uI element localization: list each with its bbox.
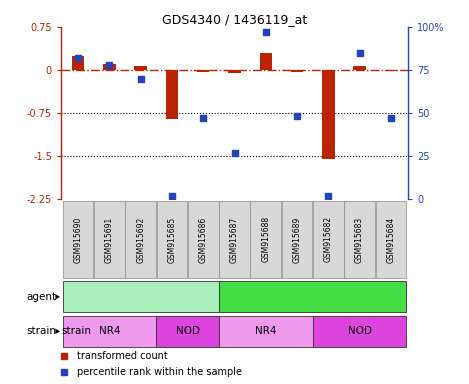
Bar (353, 66, 366, 70)
Bar (250, 201, 281, 278)
Point (293, 113, 301, 119)
Point (199, 115, 207, 121)
Bar (188, 201, 219, 278)
Bar (344, 201, 375, 278)
Title: GDS4340 / 1436119_at: GDS4340 / 1436119_at (162, 13, 307, 26)
Bar (135, 66, 147, 70)
Text: GSM915691: GSM915691 (105, 216, 114, 263)
Text: GSM915684: GSM915684 (386, 216, 395, 263)
Point (356, 50, 363, 56)
Point (262, 29, 270, 35)
Bar (385, 70, 397, 71)
Text: GSM915686: GSM915686 (199, 216, 208, 263)
Bar (219, 281, 407, 312)
Bar (157, 201, 187, 278)
Bar (197, 70, 210, 72)
Text: strain: strain (26, 326, 56, 336)
Text: GSM915689: GSM915689 (293, 216, 302, 263)
Bar (72, 56, 84, 70)
Bar (166, 70, 178, 119)
Bar (228, 70, 241, 73)
Bar (125, 201, 156, 278)
Bar (63, 201, 93, 278)
Text: GSM915692: GSM915692 (136, 216, 145, 263)
Text: GSM915688: GSM915688 (261, 216, 270, 263)
Text: GSM915685: GSM915685 (167, 216, 176, 263)
Text: NR4: NR4 (98, 326, 120, 336)
Bar (219, 316, 313, 347)
Bar (156, 316, 219, 347)
Bar (376, 201, 406, 278)
Bar (322, 70, 334, 159)
Point (168, 193, 176, 199)
Text: GSM915690: GSM915690 (74, 216, 83, 263)
Text: GSM915683: GSM915683 (355, 216, 364, 263)
Bar (291, 70, 303, 72)
Bar (259, 53, 272, 70)
Bar (62, 316, 156, 347)
Bar (282, 201, 312, 278)
Text: strain: strain (61, 326, 91, 336)
Text: GSM915682: GSM915682 (324, 216, 333, 263)
Bar (219, 201, 250, 278)
Text: NOD: NOD (175, 326, 200, 336)
Point (106, 62, 113, 68)
Text: transformed count: transformed count (76, 351, 167, 361)
Bar (62, 281, 219, 312)
Text: agent: agent (26, 292, 56, 302)
Text: percentile rank within the sample: percentile rank within the sample (76, 367, 242, 377)
Point (325, 193, 332, 199)
Point (75, 55, 82, 61)
Point (137, 76, 144, 82)
Bar (313, 316, 407, 347)
Text: NR4: NR4 (255, 326, 277, 336)
Text: GSM915687: GSM915687 (230, 216, 239, 263)
Point (231, 150, 238, 156)
Text: NOD: NOD (348, 326, 371, 336)
Bar (94, 201, 125, 278)
Point (387, 115, 394, 121)
Bar (103, 64, 116, 70)
Bar (313, 201, 344, 278)
